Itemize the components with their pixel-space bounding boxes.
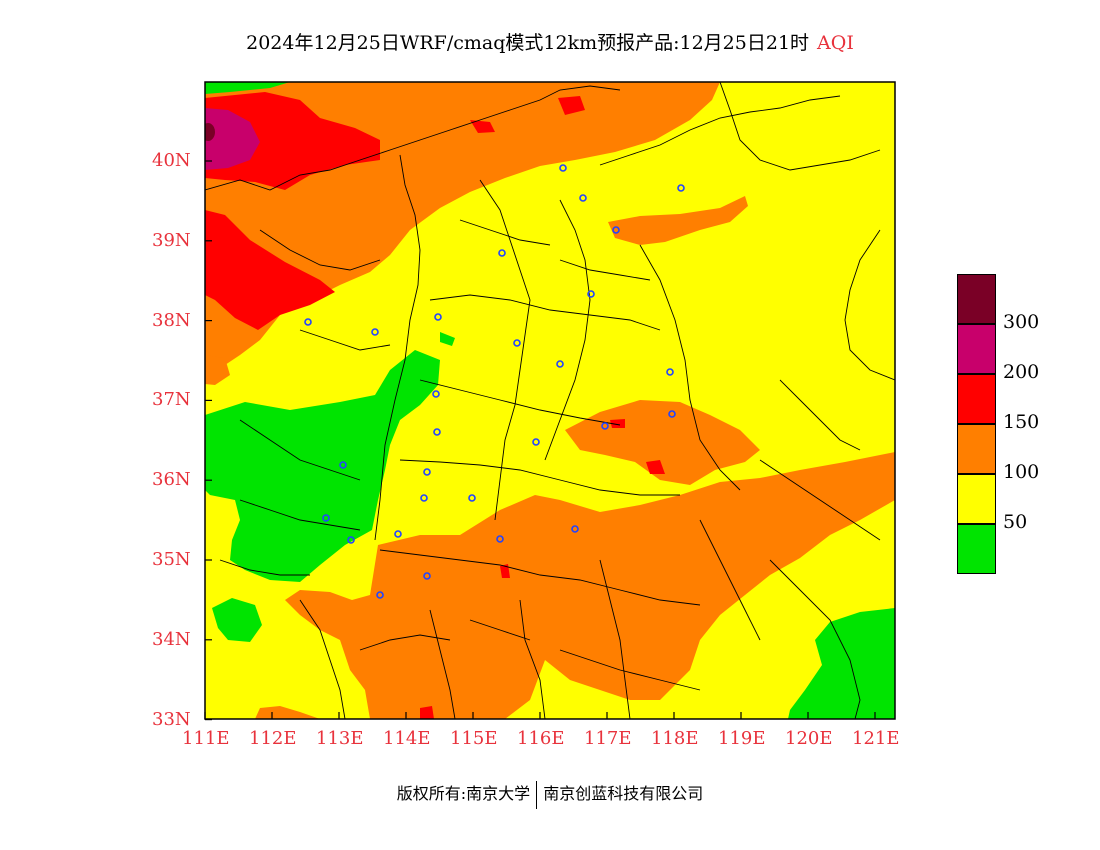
lon-tick-label: 115E (450, 728, 498, 749)
unhealthy-spot-2 (558, 96, 585, 115)
station-marker (496, 535, 504, 543)
legend-swatch (957, 374, 996, 424)
footer-separator (536, 780, 538, 809)
hazardous-spot (205, 123, 215, 141)
lon-tick-label: 114E (383, 728, 431, 749)
unhealthy-spot-6 (500, 564, 510, 578)
good-region-top (205, 82, 290, 94)
good-region-southeast (788, 608, 895, 719)
title-variable: AQI (817, 32, 854, 54)
footer-credits: 版权所有:南京大学 南京创蓝科技有限公司 (0, 780, 1100, 809)
lon-tick-label: 111E (182, 728, 230, 749)
station-marker (668, 410, 676, 418)
aqi-field (205, 82, 895, 719)
station-marker (571, 525, 579, 533)
lon-tick-label: 119E (718, 728, 766, 749)
legend-label: 200 (1003, 361, 1040, 383)
legend-swatch (957, 524, 996, 574)
station-marker (612, 226, 620, 234)
lat-tick-label: 37N (152, 389, 191, 411)
footer-right: 南京创蓝科技有限公司 (543, 784, 704, 803)
station-marker (376, 591, 384, 599)
legend-swatch (957, 274, 996, 324)
legend-swatch (957, 424, 996, 474)
lon-tick-label: 112E (249, 728, 297, 749)
legend-label: 300 (1003, 311, 1040, 333)
good-spot-southwest (212, 598, 262, 642)
station-marker (677, 184, 685, 192)
station-marker (371, 328, 379, 336)
station-marker (420, 494, 428, 502)
station-marker (322, 514, 330, 522)
lat-tick-label: 38N (152, 309, 191, 331)
unhealthy-spot-1 (470, 120, 495, 133)
axis-ticks (204, 160, 876, 721)
map-title: 2024年12月25日WRF/cmaq模式12km预报产品:12月25日21时 A… (0, 28, 1100, 55)
lat-tick-label: 34N (152, 628, 191, 650)
station-marker (433, 428, 441, 436)
station-marker (587, 290, 595, 298)
lat-tick-label: 33N (152, 708, 191, 730)
station-marker (559, 164, 567, 172)
usg-region-south (285, 452, 895, 719)
station-marker (394, 530, 402, 538)
station-marker (347, 536, 355, 544)
station-markers (304, 164, 685, 599)
usg-region-west (205, 355, 230, 385)
good-spot-small (440, 332, 455, 346)
very-unhealthy-region (205, 108, 260, 170)
lon-tick-label: 113E (316, 728, 364, 749)
legend-swatch (957, 324, 996, 374)
station-marker (423, 572, 431, 580)
legend-label: 50 (1003, 511, 1028, 533)
lat-tick-label: 40N (152, 150, 191, 171)
unhealthy-spot-4 (610, 419, 625, 428)
station-marker (532, 438, 540, 446)
station-marker (666, 368, 674, 376)
boundary-lines (205, 82, 895, 719)
legend-label: 150 (1003, 411, 1040, 433)
good-region-west (205, 350, 440, 582)
footer-left: 版权所有:南京大学 (396, 784, 531, 803)
lon-tick-label: 116E (517, 728, 565, 749)
unhealthy-region-nw2 (205, 210, 335, 330)
unhealthy-spot-3 (646, 460, 665, 474)
title-text: 2024年12月25日WRF/cmaq模式12km预报产品:12月25日21时 (246, 32, 810, 54)
station-marker (434, 313, 442, 321)
station-marker (556, 360, 564, 368)
station-marker (468, 494, 476, 502)
station-marker (304, 318, 312, 326)
station-marker (579, 194, 587, 202)
unhealthy-spot-5 (420, 706, 434, 719)
station-marker (423, 468, 431, 476)
usg-region-tianjin (608, 196, 748, 245)
lat-tick-label: 39N (152, 229, 191, 251)
station-marker (498, 249, 506, 257)
station-marker (513, 339, 521, 347)
unhealthy-region-nw1 (205, 92, 380, 190)
lon-tick-label: 117E (584, 728, 632, 749)
lon-tick-label: 120E (785, 728, 833, 749)
legend-label: 100 (1003, 461, 1040, 483)
lon-tick-label: 121E (852, 728, 900, 749)
station-marker (432, 390, 440, 398)
legend-swatch (957, 474, 996, 524)
lat-tick-label: 36N (152, 469, 191, 491)
station-marker (339, 461, 347, 469)
station-marker (601, 422, 609, 430)
usg-region-southwest (255, 706, 320, 719)
lat-tick-label: 35N (152, 549, 191, 570)
lon-tick-label: 118E (651, 728, 699, 749)
